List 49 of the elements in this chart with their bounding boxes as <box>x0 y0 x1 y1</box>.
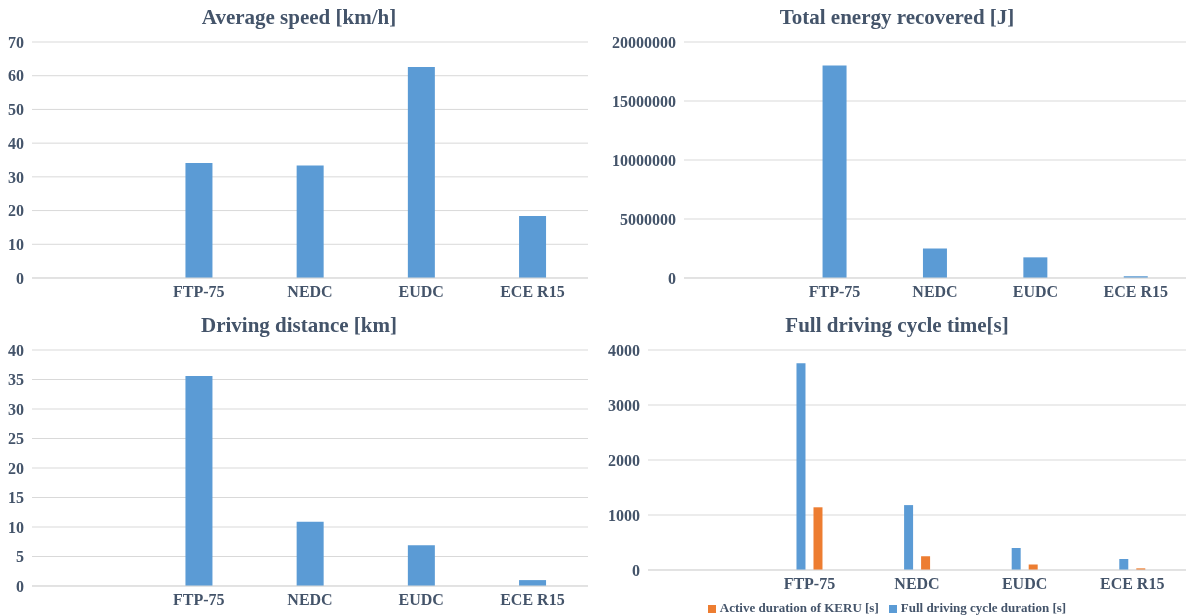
y-tick-label: 10000000 <box>612 151 676 169</box>
y-tick-label: 1000 <box>608 506 640 524</box>
y-tick-label: 20 <box>8 202 24 220</box>
x-tick-label: NEDC <box>912 283 958 301</box>
x-tick-label: ECE R15 <box>1099 575 1165 593</box>
legend-label: Active duration of KERU [s] <box>719 600 879 615</box>
y-tick-label: 5 <box>16 548 24 566</box>
y-tick-label: 40 <box>8 134 24 152</box>
y-tick-label: 0 <box>668 269 676 287</box>
y-tick-label: 30 <box>8 168 24 186</box>
x-tick-label: NEDC <box>287 591 333 609</box>
y-tick-label: 20000000 <box>612 33 676 51</box>
y-tick-label: 40 <box>8 341 24 359</box>
chart-title: Total energy recovered [J] <box>778 4 1016 31</box>
x-tick-label: FTP-75 <box>173 591 225 609</box>
y-tick-label: 10 <box>8 518 24 536</box>
x-tick-label: NEDC <box>287 283 333 301</box>
x-tick-label: EUDC <box>398 591 444 609</box>
legend-label: Full driving cycle duration [s] <box>900 600 1067 615</box>
y-tick-label: 60 <box>8 67 24 85</box>
x-tick-label: ECE R15 <box>1103 283 1169 301</box>
y-tick-label: 0 <box>16 269 24 287</box>
y-tick-label: 15000000 <box>612 92 676 110</box>
y-tick-label: 5000000 <box>620 210 676 228</box>
x-tick-label: FTP-75 <box>173 283 225 301</box>
y-tick-label: 4000 <box>608 341 640 359</box>
y-tick-label: 0 <box>16 577 24 595</box>
x-tick-label: EUDC <box>1001 575 1048 593</box>
x-tick-label: FTP-75 <box>808 283 861 301</box>
x-tick-label: ECE R15 <box>500 591 565 609</box>
x-tick-label: ECE R15 <box>500 283 565 301</box>
y-tick-label: 20 <box>8 459 24 477</box>
y-tick-label: 15 <box>8 489 24 507</box>
x-tick-label: EUDC <box>398 283 444 301</box>
y-tick-label: 35 <box>8 371 24 389</box>
y-tick-label: 25 <box>8 430 24 448</box>
x-tick-label: FTP-75 <box>783 575 836 593</box>
y-tick-label: 2000 <box>608 451 640 469</box>
x-tick-label: NEDC <box>894 575 940 593</box>
chart-title: Average speed [km/h] <box>200 4 398 31</box>
chart-title: Driving distance [km] <box>200 312 398 339</box>
y-tick-label: 50 <box>8 101 24 119</box>
y-tick-label: 0 <box>632 561 640 579</box>
y-tick-label: 10 <box>8 235 24 253</box>
y-tick-label: 30 <box>8 400 24 418</box>
y-tick-label: 3000 <box>608 396 640 414</box>
x-tick-label: EUDC <box>1012 283 1059 301</box>
chart-title: Full driving cycle time[s] <box>784 312 1010 339</box>
y-tick-label: 70 <box>8 33 24 51</box>
